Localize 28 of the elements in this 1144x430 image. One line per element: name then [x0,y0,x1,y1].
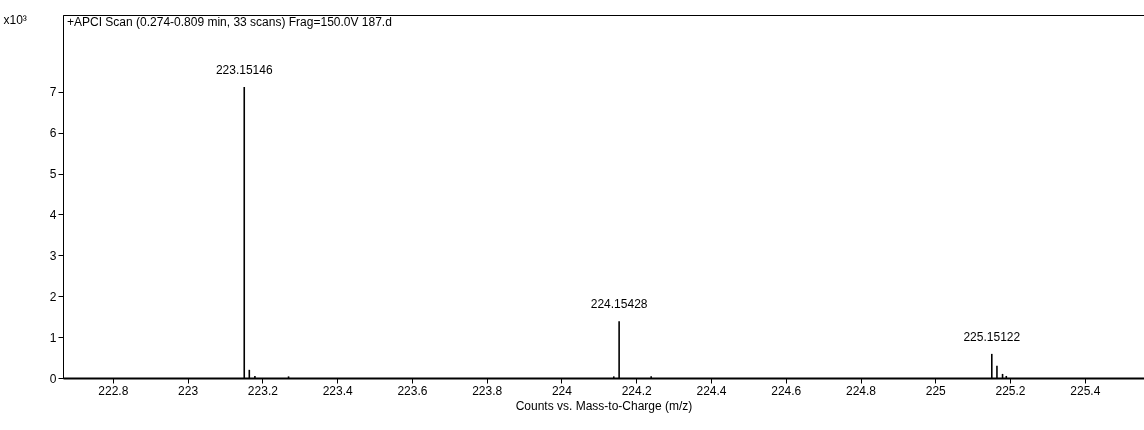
annotation: 225.15122 [963,329,1021,344]
y-axis-title: x10³ [3,12,27,27]
x-axis-title: Counts vs. Mass-to-Charge (m/z) [515,398,693,413]
x-tick-label: 224.6 [771,383,802,398]
x-tick-label: 223.2 [247,383,279,398]
x-tick-label: 225 [925,383,947,398]
x-tick-label: 224 [551,383,573,398]
chart-title: +APCI Scan (0.274-0.809 min, 33 scans) Frag=150.0V 187.d [67,15,392,29]
annotation: 223.15146 [215,62,273,77]
x-tick-label: 223 [178,383,199,398]
y-tick-label: 7 [49,85,57,100]
y-tick-label: 0 [49,371,57,386]
y-tick-label: 4 [49,207,57,222]
y-tick-label: 2 [49,289,57,304]
x-tick-label: 224.8 [845,383,877,398]
x-tick-label: 223.6 [397,383,428,398]
y-tick-label: 1 [49,330,57,345]
x-tick-label: 222.8 [98,383,129,398]
x-tick-label: 224.4 [696,383,727,398]
y-tick-label: 3 [49,248,57,263]
x-tick-label: 224.2 [621,383,653,398]
x-tick-label: 223.8 [472,383,503,398]
x-tick-label: 223.4 [322,383,353,398]
annotation: 224.15428 [590,297,648,312]
y-tick-label: 5 [49,167,57,182]
y-tick-label: 6 [49,126,57,141]
x-tick-label: 225.2 [995,383,1026,398]
x-tick-label: 225.4 [1070,383,1101,398]
